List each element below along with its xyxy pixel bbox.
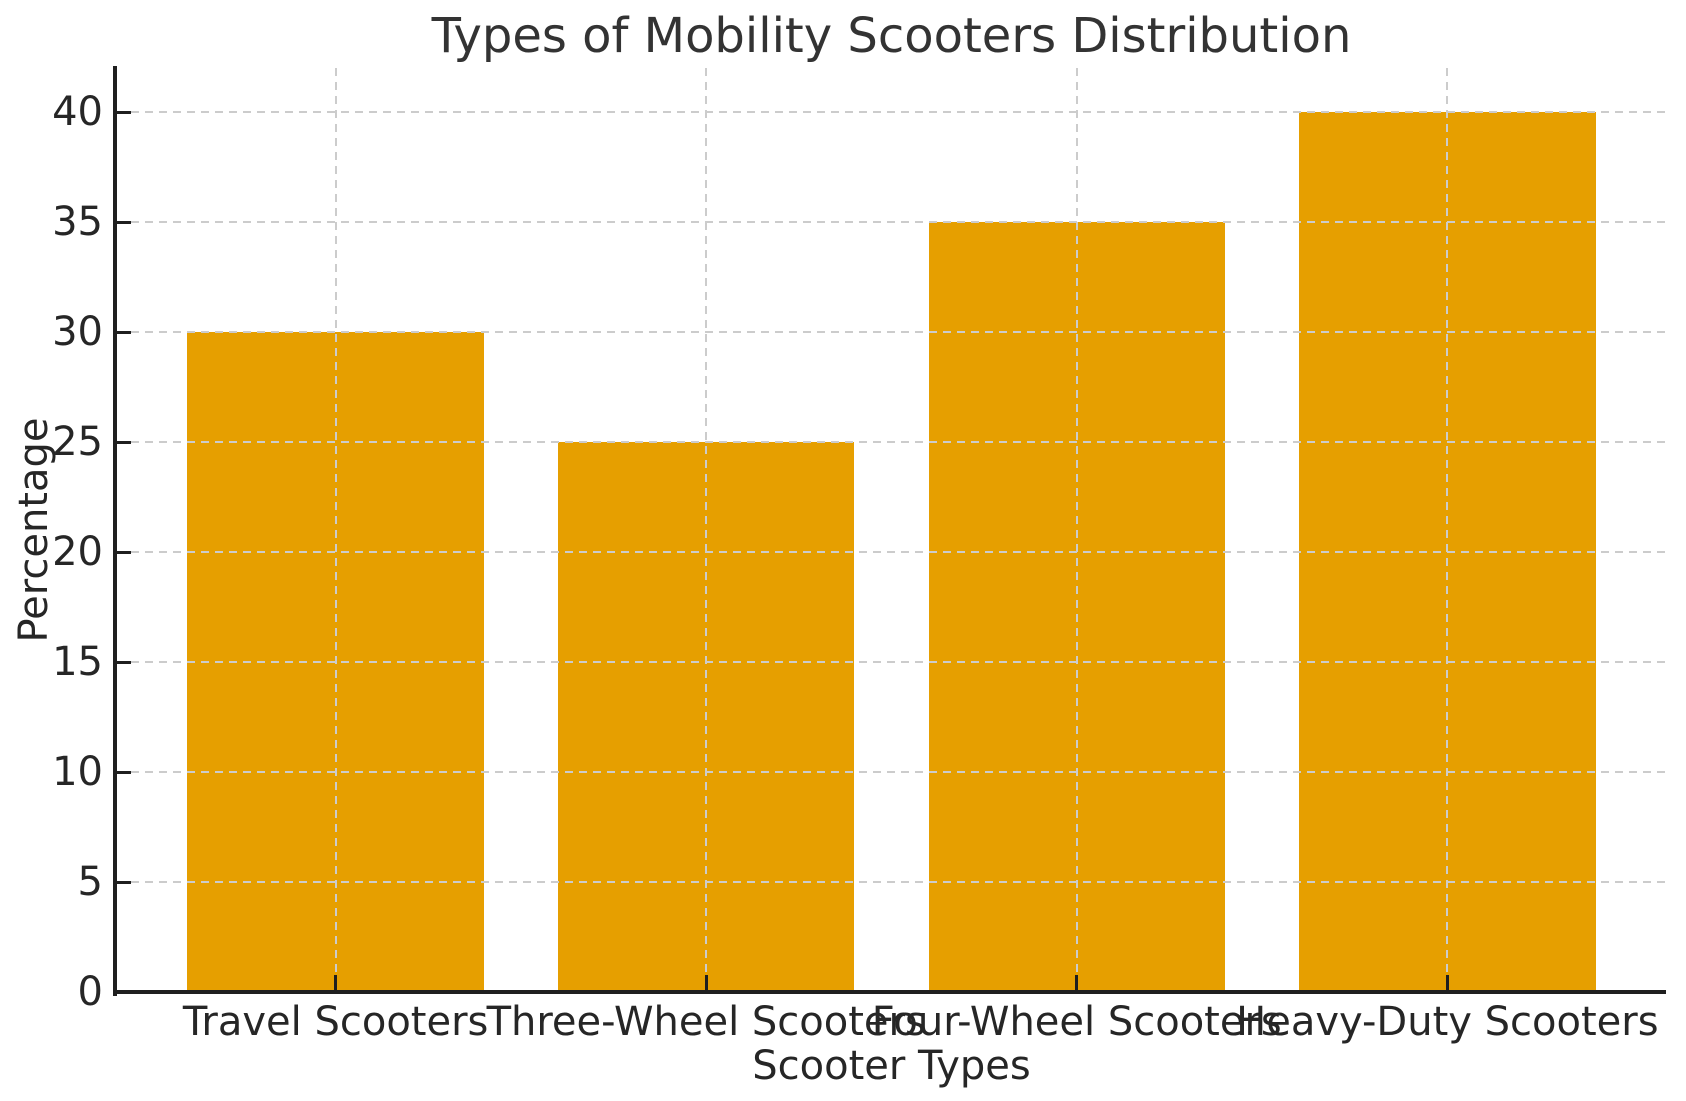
h-gridline xyxy=(117,551,1666,553)
y-axis-spine xyxy=(113,66,117,996)
y-tick-mark xyxy=(117,880,131,884)
x-axis-spine xyxy=(113,990,1666,994)
y-tick-mark xyxy=(117,990,131,994)
y-tick-label: 5 xyxy=(77,859,103,905)
y-tick-mark xyxy=(117,660,131,664)
x-tick-mark xyxy=(334,975,338,990)
h-gridline xyxy=(117,661,1666,663)
y-tick-label: 0 xyxy=(77,969,103,1015)
y-tick-label: 25 xyxy=(52,419,103,465)
h-gridline xyxy=(117,771,1666,773)
y-tick-label: 15 xyxy=(52,639,103,685)
y-tick-mark xyxy=(117,440,131,444)
y-tick-label: 35 xyxy=(52,199,103,245)
y-tick-mark xyxy=(117,220,131,224)
x-tick-label: Heavy-Duty Scooters xyxy=(1236,999,1659,1045)
x-tick-mark xyxy=(1445,975,1449,990)
y-tick-mark xyxy=(117,550,131,554)
y-tick-label: 30 xyxy=(52,309,103,355)
y-tick-mark xyxy=(117,770,131,774)
x-tick-mark xyxy=(1075,975,1079,990)
v-gridline xyxy=(1446,68,1449,992)
x-tick-label: Three-Wheel Scooters xyxy=(486,999,926,1045)
y-tick-mark xyxy=(117,110,131,114)
y-tick-mark xyxy=(117,330,131,334)
v-gridline xyxy=(1075,68,1078,992)
y-tick-label: 40 xyxy=(52,89,103,135)
h-gridline xyxy=(117,331,1666,333)
h-gridline xyxy=(117,441,1666,443)
y-tick-label: 10 xyxy=(52,749,103,795)
x-axis-label: Scooter Types xyxy=(752,1043,1031,1089)
h-gridline xyxy=(117,221,1666,223)
x-tick-label: Travel Scooters xyxy=(182,999,489,1045)
x-tick-mark xyxy=(704,975,708,990)
x-tick-label: Four-Wheel Scooters xyxy=(871,999,1282,1045)
y-tick-label: 20 xyxy=(52,529,103,575)
chart-title: Types of Mobility Scooters Distribution xyxy=(431,8,1352,64)
h-gridline xyxy=(117,881,1666,883)
h-gridline xyxy=(117,111,1666,113)
v-gridline xyxy=(705,68,708,992)
v-gridline xyxy=(334,68,337,992)
